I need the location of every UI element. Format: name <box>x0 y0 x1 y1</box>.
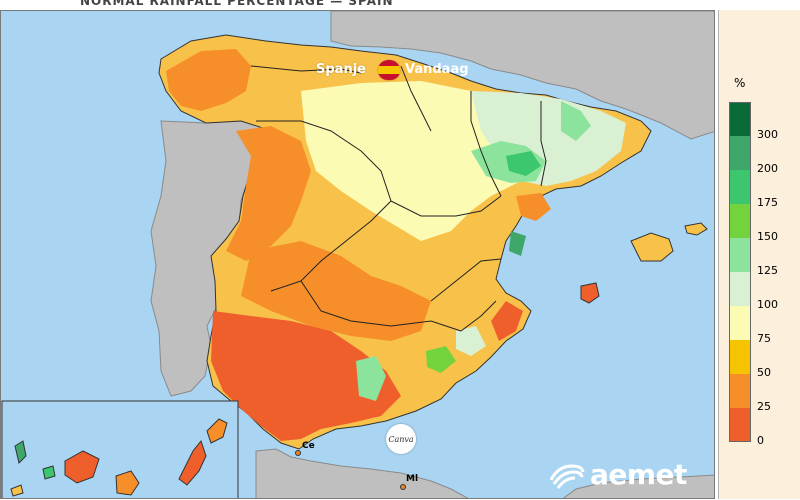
watermark-left: Spanje <box>316 62 366 77</box>
region-orange-west <box>226 126 311 261</box>
legend-tick-label: 50 <box>757 366 771 379</box>
legend-swatch <box>729 374 751 408</box>
ceuta-marker-icon <box>295 450 301 456</box>
legend-swatch <box>729 238 751 272</box>
region-orange-galicia <box>166 49 251 111</box>
region-boundaries <box>250 65 547 332</box>
map-canvas <box>1 11 714 498</box>
region-green-dark-ebro <box>506 151 541 176</box>
canary-fuerteventura <box>178 439 207 486</box>
melilla-label: Ml <box>406 474 419 484</box>
canary-gran-canaria <box>115 470 140 496</box>
legend-panel: % 300 200 175 150 125 100 75 50 25 0 <box>718 10 800 499</box>
legend-tick-label: 300 <box>757 128 778 141</box>
region-green-south-1 <box>356 356 386 401</box>
region-green-cat <box>561 101 591 141</box>
balearic-mallorca <box>630 232 674 262</box>
legend-swatch <box>729 102 751 136</box>
legend-swatch <box>729 408 751 442</box>
legend-unit-label: % <box>734 76 746 90</box>
region-green-valencia-coast <box>509 231 526 256</box>
legend-tick-label: 175 <box>757 196 778 209</box>
canary-tenerife <box>64 450 100 484</box>
aemet-logo-text: aemet <box>590 458 687 491</box>
region-green-south-2 <box>426 346 456 373</box>
map-frame <box>0 10 715 499</box>
canary-el-hierro <box>10 484 24 497</box>
balearic-ibiza <box>580 282 600 304</box>
canary-la-palma <box>14 440 27 464</box>
legend-swatch <box>729 272 751 306</box>
legend-tick-label: 0 <box>757 434 764 447</box>
ceuta-label: Ce <box>302 441 315 451</box>
legend-tick-label: 125 <box>757 264 778 277</box>
legend-tick-label: 100 <box>757 298 778 311</box>
aemet-logo-icon <box>549 463 585 489</box>
legend-swatch <box>729 306 751 340</box>
region-orange-south <box>211 311 401 441</box>
canary-lanzarote <box>206 418 228 444</box>
morocco-land <box>255 448 469 498</box>
canary-la-gomera <box>42 465 56 480</box>
region-orange-valencia <box>516 193 551 221</box>
legend-swatch <box>729 136 751 170</box>
balearic-menorca <box>684 222 708 236</box>
melilla-marker-icon <box>400 484 406 490</box>
aemet-logo: aemet <box>548 458 687 491</box>
map-title: NORMAL RAINFALL PERCENTAGE — SPAIN <box>80 0 394 8</box>
legend-tick-label: 150 <box>757 230 778 243</box>
region-green-murcia <box>456 326 486 356</box>
legend-swatch <box>729 204 751 238</box>
region-orange-mid <box>241 241 431 341</box>
legend-swatch <box>729 340 751 374</box>
canva-badge: Canva <box>386 424 416 454</box>
legend-tick-label: 75 <box>757 332 771 345</box>
spain-flag-heart-icon <box>378 60 400 80</box>
legend-swatch <box>729 170 751 204</box>
legend-tick-label: 25 <box>757 400 771 413</box>
france-land <box>330 11 714 140</box>
legend-tick-label: 200 <box>757 162 778 175</box>
watermark-right: Vandaag <box>405 62 469 77</box>
region-orange-east <box>491 301 523 341</box>
algeria-land <box>562 474 714 498</box>
title-strip: NORMAL RAINFALL PERCENTAGE — SPAIN <box>0 0 715 10</box>
